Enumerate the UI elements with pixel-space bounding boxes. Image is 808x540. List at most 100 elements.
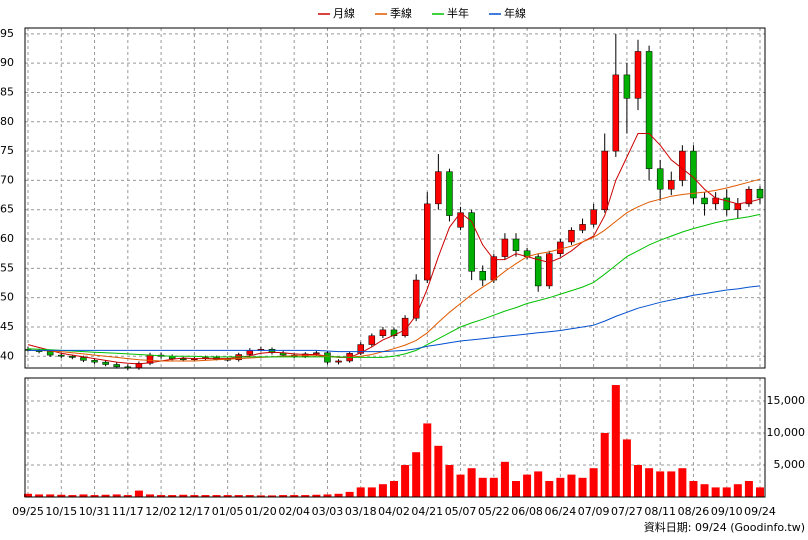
volume-bar (523, 474, 532, 497)
candle-body (479, 271, 486, 281)
candle-body (679, 150, 686, 181)
candle-body (91, 360, 98, 363)
volume-bar (722, 487, 731, 497)
volume-bar (678, 468, 687, 497)
volume-bar (256, 495, 265, 497)
volume-bar (434, 445, 443, 497)
x-tick-label: 03/18 (345, 505, 377, 518)
candle-body (424, 203, 431, 281)
footer: 資料日期: 09/24 (Goodinfo.tw) (644, 520, 805, 534)
volume-bar (101, 494, 110, 497)
grid-layer (25, 28, 765, 497)
candle-body (579, 224, 586, 231)
x-tick-label: 07/27 (611, 505, 643, 518)
volume-bar (146, 494, 154, 497)
candle-body (412, 279, 420, 319)
volume-bar (234, 495, 243, 497)
candle-body (102, 361, 109, 365)
volume-bar (412, 452, 421, 497)
volume-bar (667, 471, 676, 497)
candle-body (656, 168, 664, 190)
x-tick-label: 05/22 (478, 505, 510, 518)
y-tick-label: 40 (0, 349, 14, 362)
candle-body (501, 238, 509, 257)
candle-body (80, 357, 87, 361)
ma-line (27, 133, 761, 365)
volume-bar (534, 471, 543, 497)
candle-body (668, 180, 675, 190)
volume-bar (611, 385, 620, 497)
volume-bar (456, 474, 465, 497)
volume-bar (223, 495, 232, 497)
x-tick-label: 12/02 (145, 505, 177, 518)
volume-bar (157, 495, 166, 497)
volume-bar (489, 477, 498, 497)
x-tick-label: 03/03 (312, 505, 344, 518)
candle-body (756, 188, 764, 199)
volume-bar (312, 494, 321, 497)
x-tick-label: 06/24 (545, 505, 577, 518)
candle-body (302, 353, 309, 357)
candle-body (546, 253, 553, 287)
candle-body (113, 364, 120, 368)
y-tick-label: 50 (0, 291, 14, 304)
volume-bar (512, 481, 520, 497)
y-tick-label: 55 (0, 261, 14, 274)
volume-frame (24, 377, 766, 498)
candle-body (268, 348, 276, 354)
volume-bar (645, 468, 654, 497)
x-tick-label: 06/08 (511, 505, 543, 518)
volume-bar (600, 433, 609, 497)
volume-bar (578, 477, 587, 497)
volume-bar (545, 481, 554, 497)
volume-tick-label: 15,000 (767, 394, 806, 407)
candle-body (601, 150, 608, 210)
volume-bar (744, 481, 753, 497)
candle-body (401, 317, 409, 337)
volume-bar (345, 491, 354, 497)
candle-body (468, 212, 475, 272)
ma-line (28, 285, 761, 353)
candle-body (246, 350, 254, 355)
y-tick-label: 90 (0, 56, 14, 69)
candle-body (324, 352, 331, 363)
legend-label: 半年 (447, 6, 469, 20)
price-frame (24, 27, 766, 369)
volume-bar (589, 468, 598, 497)
candle-body (490, 256, 498, 281)
volume-bar (756, 487, 764, 497)
y-tick-label: 95 (0, 27, 14, 40)
y-tick-label: 85 (0, 85, 14, 98)
x-tick-label: 10/31 (79, 505, 111, 518)
candle-body (512, 238, 520, 252)
ma-line (28, 178, 761, 362)
volume-bar (212, 495, 221, 497)
volume-bar (35, 494, 44, 497)
x-tick-label: 09/24 (744, 505, 776, 518)
candle-body (723, 197, 730, 210)
volume-bar (168, 495, 177, 497)
volume-bar (711, 487, 720, 497)
legend-label: 季線 (390, 6, 412, 20)
candle-body (534, 256, 542, 287)
candle-body (623, 74, 631, 99)
volume-bar (301, 495, 310, 497)
candle-body (390, 329, 398, 337)
candle-body (368, 335, 376, 345)
mark-layer (24, 33, 764, 497)
volume-bar (179, 494, 188, 497)
volume-tick-label: 5,000 (774, 458, 806, 471)
x-tick-label: 07/09 (578, 505, 610, 518)
volume-bar (245, 495, 254, 497)
volume-bar (323, 494, 332, 497)
volume-bar (57, 494, 66, 497)
volume-bar (500, 461, 509, 497)
candle-body (180, 358, 187, 361)
y-tick-label: 80 (0, 115, 14, 128)
y-tick-label: 70 (0, 173, 14, 186)
candle-body (435, 171, 442, 205)
candle-body (69, 356, 76, 358)
x-tick-label: 08/11 (644, 505, 676, 518)
candle-body (590, 209, 597, 225)
